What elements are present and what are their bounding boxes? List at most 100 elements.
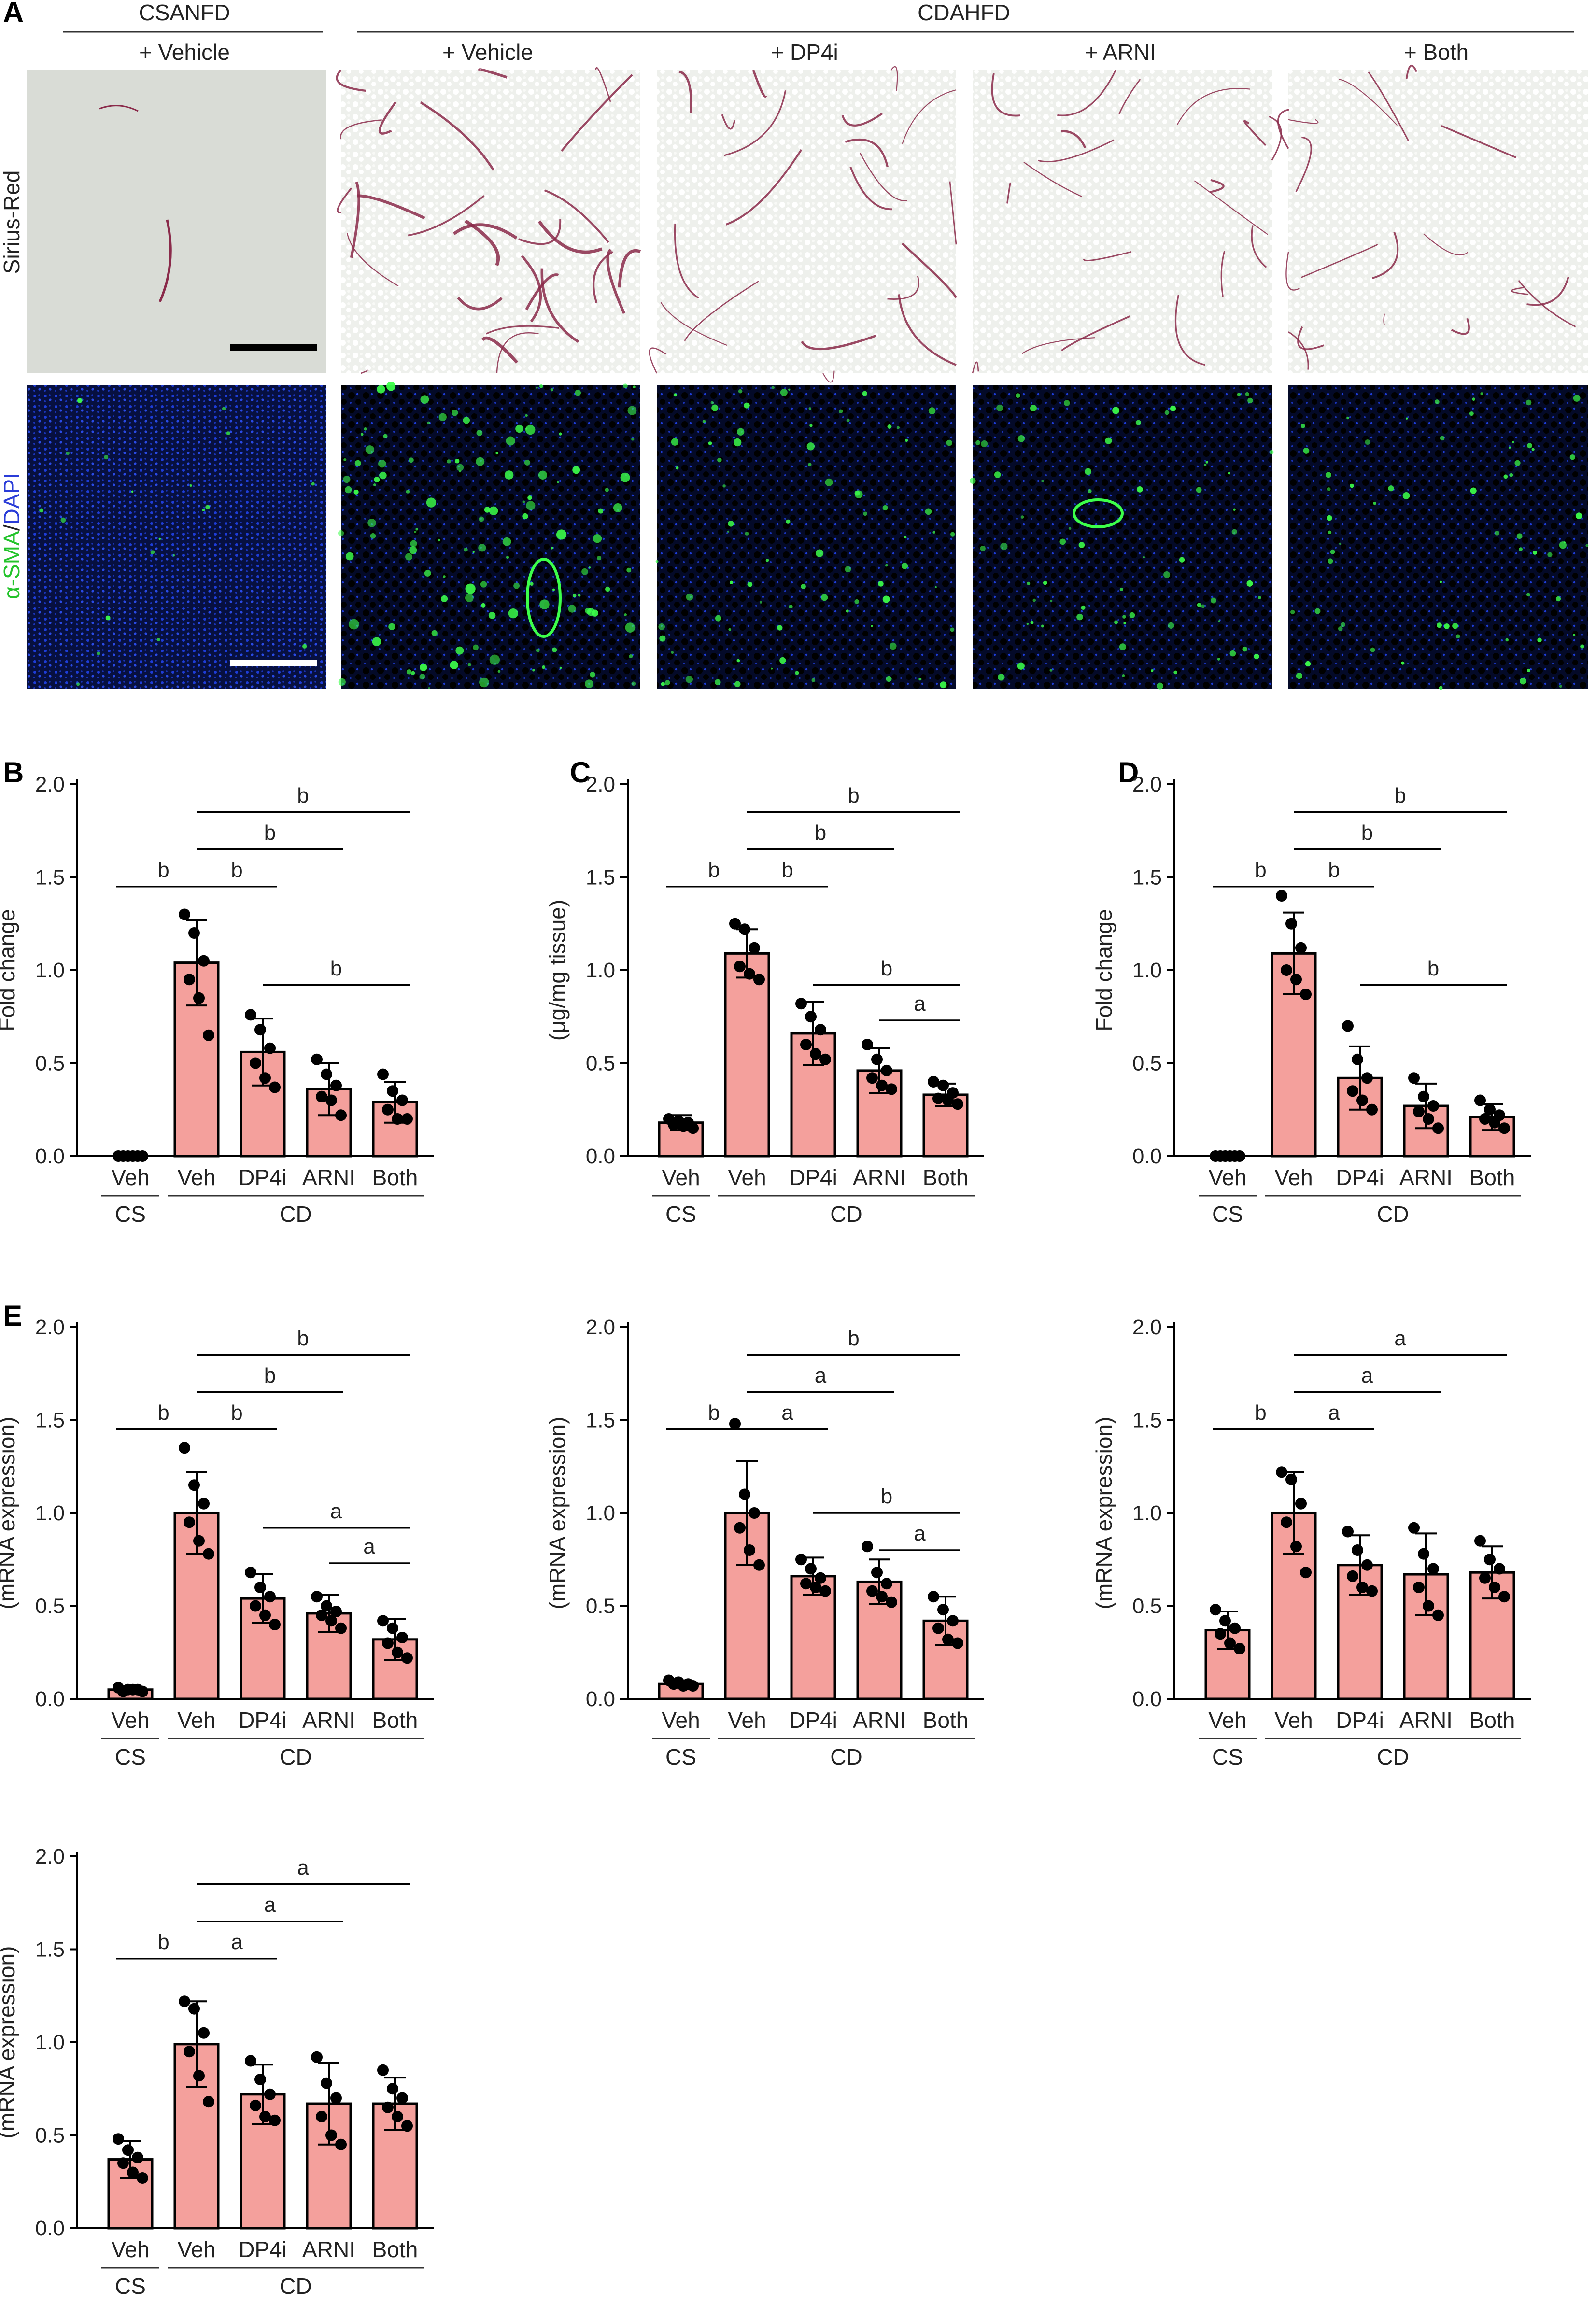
collagen-fiber [1441,125,1517,158]
if-tile-bg [27,385,326,689]
sma-signal [821,594,828,601]
sma-signal [542,665,546,669]
data-point [387,2083,398,2095]
collagen-fiber [1060,130,1087,149]
sma-signal [1290,609,1295,615]
sma-signal [788,388,791,391]
scale-bar [230,660,317,666]
group-label: CD [1377,1744,1409,1769]
sma-signal [1242,646,1248,652]
significance-label: b [881,1484,892,1508]
sma-signal [379,471,387,480]
data-point [1352,1544,1363,1556]
y-tick-label: 1.5 [35,1409,65,1432]
sirius-tile-bg [973,70,1272,373]
data-point [137,2172,148,2184]
x-tick-label: Veh [662,1165,700,1190]
data-point [127,2166,139,2178]
sma-signal [456,464,464,471]
sma-signal [1081,605,1086,610]
bar [724,952,770,1158]
data-point [1427,1563,1439,1575]
sma-signal [1016,393,1020,398]
sma-signal [613,503,622,512]
data-point [810,1582,821,1593]
significance-label: a [363,1535,375,1558]
collagen-fiber [606,248,626,314]
sma-signal [994,471,1001,478]
sma-signal [1472,397,1475,401]
sma-signal [450,661,459,670]
collagen-fiber [841,113,883,127]
sma-signal [302,644,307,649]
collagen-fiber [890,66,898,91]
sma-signal [1296,672,1303,679]
sma-signal [1437,622,1442,628]
sma-signal [1350,483,1354,488]
sma-signal [811,678,816,682]
collagen-fiber [684,281,759,341]
data-point [815,1024,826,1036]
data-point [800,1578,812,1590]
sirius-tile-bg [27,70,326,373]
sma-signal [1119,587,1123,591]
data-point [269,1619,281,1630]
sma-signal [1440,436,1445,441]
y-tick-label: 2.0 [586,1315,615,1339]
group-label: CS [1212,1201,1243,1227]
y-tick-label: 1.0 [586,959,615,982]
data-point [127,1683,139,1696]
collagen-fiber [859,152,907,201]
sma-signal [980,546,986,551]
sma-signal [370,533,376,539]
sma-signal [1030,621,1034,624]
data-point [203,1548,214,1560]
x-tick-label: Veh [177,1165,215,1190]
sma-signal [863,511,867,516]
column-labels: + Vehicle + Vehicle + DP4i + ARNI + Both [139,40,1469,65]
y-tick-label: 0.0 [35,2217,65,2240]
sma-signal [1210,597,1216,604]
sma-signal [1532,550,1537,555]
x-tick-label: Both [372,2237,418,2262]
sma-signal [497,670,501,673]
data-point [871,1053,883,1065]
sma-signal [1157,682,1163,690]
bar [173,2043,220,2230]
sma-signal [728,628,732,631]
sma-signal [771,386,775,389]
sma-signal [806,442,815,451]
sma-signal [150,550,155,554]
sma-signal [1439,580,1442,583]
x-tick-label: Both [923,1708,969,1733]
collagen-fiber [1371,231,1399,280]
data-point [819,1053,831,1065]
collagen-fiber [336,69,366,92]
significance-label: b [297,784,309,807]
sma-signal [626,567,632,573]
data-point [250,1057,261,1069]
x-tick-label: Both [372,1165,418,1190]
collagen-fiber [649,347,666,374]
sma-signal [1373,501,1376,505]
x-tick-label: Veh [1274,1165,1313,1190]
sma-signal [372,637,381,647]
group-label: CS [115,1201,146,1227]
data-point [325,2129,337,2141]
significance-label: b [708,858,720,882]
sma-signal [932,531,935,534]
data-point [264,2088,276,2100]
y-tick-label: 0.0 [586,1687,615,1711]
sma-signal [550,546,553,550]
significance-label: b [781,858,793,882]
sma-signal [736,428,745,436]
collagen-fiber [1176,88,1250,125]
sma-signal [524,459,530,466]
sma-signal [406,490,410,494]
sma-signal [489,654,500,665]
collagen-fiber [660,302,728,346]
data-point [335,2138,347,2150]
sma-signal [593,534,602,543]
column-label-arni: + ARNI [1085,40,1156,65]
data-point [753,974,765,986]
